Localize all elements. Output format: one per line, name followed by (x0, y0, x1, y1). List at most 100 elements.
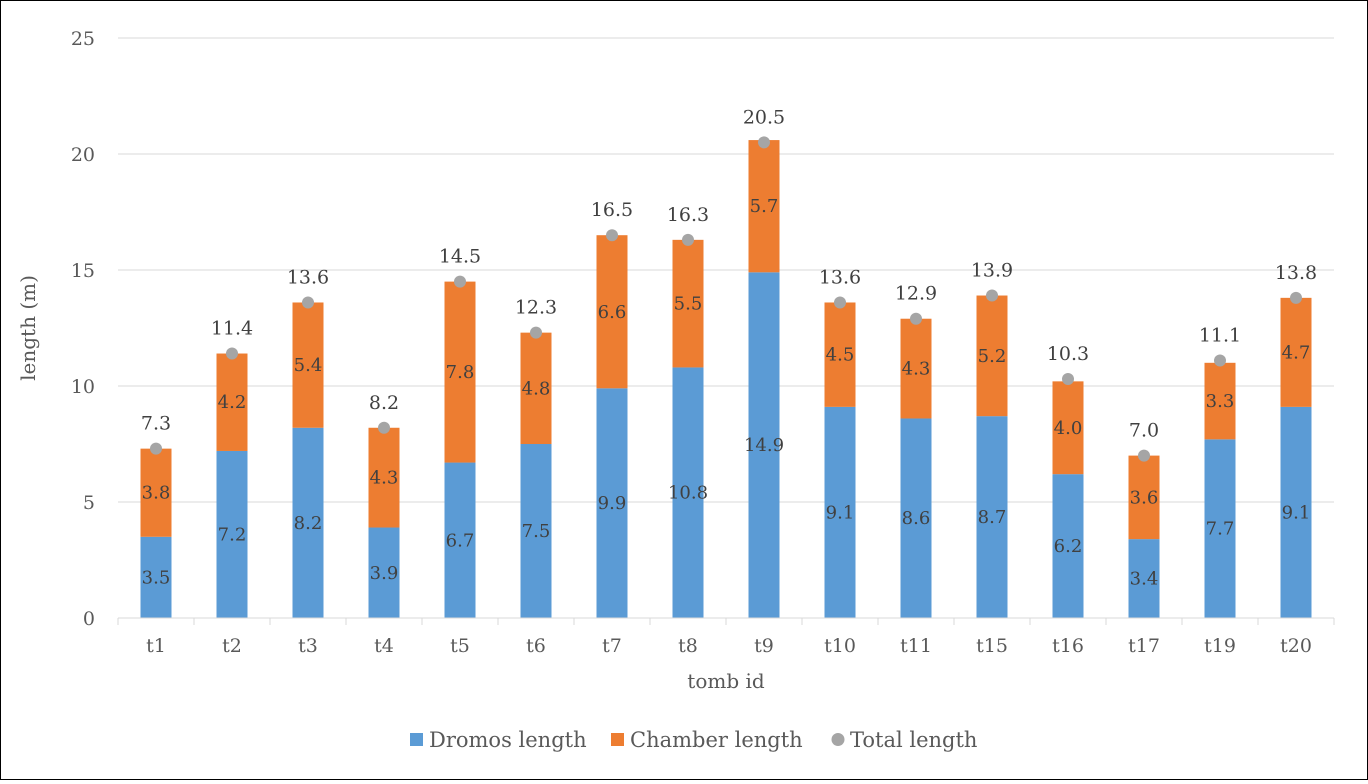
bar-dromos-t6 (520, 444, 552, 618)
bar-chamber-t20 (1280, 297, 1312, 407)
label-dromos-t8: 10.8 (668, 483, 708, 504)
x-axis-title: tomb id (687, 669, 765, 693)
bar-dromos-t8 (672, 367, 704, 618)
bar-dromos-t4 (368, 527, 400, 618)
y-axis-title: length (m) (16, 275, 40, 381)
x-tick-label-t4: t4 (374, 635, 394, 657)
legend: Dromos length Chamber length Total length (410, 728, 977, 752)
x-tick-label-t1: t1 (146, 635, 166, 657)
x-tick-label-t7: t7 (602, 635, 622, 657)
legend-label-dromos-length: Dromos length (429, 728, 587, 752)
label-dromos-t5: 6.7 (446, 530, 475, 551)
bar-dromos-t16 (1052, 474, 1084, 618)
bar-dromos-t10 (824, 406, 856, 618)
x-tick-label-t19: t19 (1204, 635, 1236, 657)
y-tick-label: 15 (71, 260, 95, 282)
label-chamber-t10: 4.5 (826, 345, 855, 366)
segment-labels: 3.5 3.8 7.2 4.2 8.2 5.4 3.9 4.3 6.7 7.8 7.5 4.8 9.9 6… (142, 196, 1311, 589)
label-dromos-t4: 3.9 (370, 563, 399, 584)
bar-chamber-t1 (140, 448, 172, 537)
bar-dromos-t15 (976, 416, 1008, 618)
label-total-t4: 8.2 (369, 392, 399, 414)
y-tick-label: 0 (83, 608, 95, 630)
bars (140, 140, 1312, 618)
bar-chamber-t16 (1052, 381, 1084, 475)
total-markers: 7.3 11.4 13.6 8.2 14.5 12.3 16.5 16.3 20.5 13.6 12… (141, 106, 1317, 462)
bar-dromos-t7 (596, 388, 628, 618)
marker-total-t3 (302, 296, 314, 309)
label-dromos-t2: 7.2 (218, 524, 247, 545)
y-tick-labels: 0 5 10 15 20 25 (71, 28, 95, 630)
x-tick-label-t16: t16 (1052, 635, 1084, 657)
label-chamber-t1: 3.8 (142, 483, 171, 504)
bar-chamber-t15 (976, 295, 1008, 417)
bar-dromos-t17 (1128, 539, 1160, 618)
label-dromos-t11: 8.6 (902, 508, 931, 529)
x-tick-label-t11: t11 (900, 635, 932, 657)
bar-chamber-t5 (444, 281, 476, 463)
legend-swatch-total-length (831, 733, 845, 746)
bar-chamber-t8 (672, 239, 704, 368)
y-tick-label: 5 (83, 492, 95, 514)
label-dromos-t6: 7.5 (522, 521, 551, 542)
x-tick-label-t20: t20 (1280, 635, 1312, 657)
label-chamber-t20: 4.7 (1282, 342, 1311, 363)
label-total-t15: 13.9 (971, 260, 1013, 282)
bar-dromos-t3 (292, 427, 324, 618)
bar-dromos-t11 (900, 418, 932, 618)
x-tick-label-t9: t9 (754, 635, 774, 657)
label-dromos-t10: 9.1 (826, 502, 855, 523)
x-tick-labels: t1 t2 t3 t4 t5 t6 t7 t8 t9 t10 t11 t15 t16 t17 t19 t20 (146, 635, 1312, 657)
label-dromos-t17: 3.4 (1130, 569, 1159, 590)
label-total-t17: 7.0 (1129, 420, 1159, 442)
bar-chamber-t4 (368, 427, 400, 528)
label-dromos-t19: 7.7 (1206, 519, 1235, 540)
x-tick-label-t17: t17 (1128, 635, 1160, 657)
marker-total-t11 (910, 312, 922, 325)
marker-total-t5 (454, 275, 466, 288)
marker-total-t9 (758, 136, 770, 149)
label-total-t20: 13.8 (1275, 262, 1317, 284)
marker-total-t7 (606, 229, 618, 242)
legend-label-total-length: Total length (850, 728, 977, 752)
label-total-t1: 7.3 (141, 413, 171, 435)
x-tick-label-t15: t15 (976, 635, 1008, 657)
x-tick-label-t2: t2 (222, 635, 242, 657)
label-chamber-t7: 6.6 (598, 302, 627, 323)
label-chamber-t19: 3.3 (1206, 391, 1235, 412)
bar-chamber-t7 (596, 235, 628, 389)
label-dromos-t7: 9.9 (598, 493, 627, 514)
bar-dromos-t9 (748, 272, 780, 618)
marker-total-t19 (1214, 354, 1226, 367)
label-total-t8: 16.3 (667, 204, 709, 226)
label-total-t6: 12.3 (515, 297, 557, 319)
bar-chamber-t11 (900, 318, 932, 419)
x-tick-label-t3: t3 (298, 635, 318, 657)
x-tick-marks (117, 618, 1335, 625)
x-tick-label-t6: t6 (526, 635, 546, 657)
label-chamber-t3: 5.4 (294, 355, 323, 376)
x-tick-label-t10: t10 (824, 635, 856, 657)
marker-total-t16 (1062, 373, 1074, 386)
bar-chamber-t3 (292, 302, 324, 428)
bar-dromos-t1 (140, 536, 172, 618)
label-total-t2: 11.4 (211, 318, 253, 340)
legend-label-chamber-length: Chamber length (630, 728, 803, 752)
label-total-t19: 11.1 (1199, 324, 1241, 346)
marker-total-t6 (530, 326, 542, 339)
label-total-t7: 16.5 (591, 199, 633, 221)
label-total-t9: 20.5 (743, 106, 785, 128)
bar-dromos-t5 (444, 462, 476, 618)
label-dromos-t16: 6.2 (1054, 536, 1083, 557)
legend-swatch-chamber-length (611, 733, 624, 746)
label-dromos-t15: 8.7 (978, 507, 1007, 528)
y-tick-label: 10 (71, 376, 95, 398)
bar-chamber-t17 (1128, 455, 1160, 540)
label-chamber-t5: 7.8 (446, 362, 475, 383)
label-total-t16: 10.3 (1047, 343, 1089, 365)
bar-dromos-t19 (1204, 439, 1236, 618)
label-chamber-t2: 4.2 (218, 392, 247, 413)
label-chamber-t4: 4.3 (370, 468, 399, 489)
x-tick-label-t8: t8 (678, 635, 698, 657)
